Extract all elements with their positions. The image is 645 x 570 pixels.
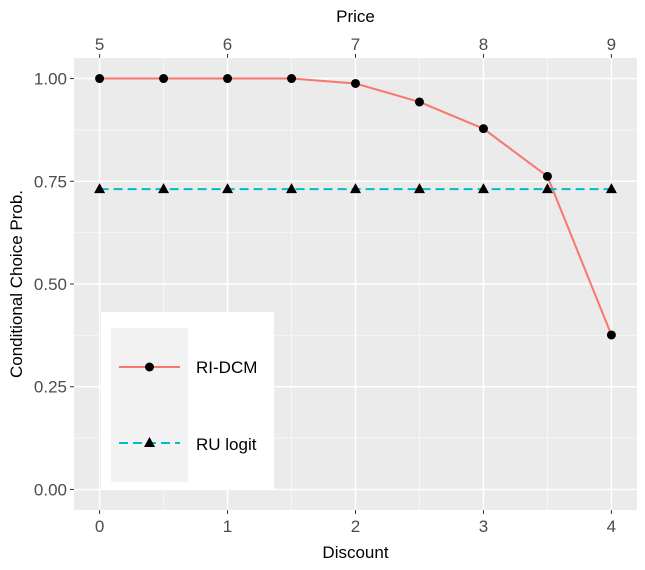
y-tick-label: 0.25 xyxy=(34,378,67,397)
series-point-0 xyxy=(159,74,169,84)
top-tick-label: 8 xyxy=(479,35,488,54)
series-point-1 xyxy=(477,183,489,194)
series-point-0 xyxy=(478,124,488,134)
x-axis-title: Discount xyxy=(322,543,388,562)
legend-marker-ru-logit xyxy=(144,437,155,447)
y-tick-label: 0.50 xyxy=(34,275,67,294)
x-tick-label: 0 xyxy=(95,517,104,536)
x-tick-label: 3 xyxy=(479,517,488,536)
y-tick-label: 0.75 xyxy=(34,172,67,191)
y-tick-label: 1.00 xyxy=(34,70,67,89)
legend-label-ri-dcm: RI-DCM xyxy=(196,358,257,377)
series-point-0 xyxy=(414,97,424,107)
series-layer xyxy=(94,74,617,340)
series-point-1 xyxy=(94,183,106,194)
top-tick-label: 9 xyxy=(607,35,616,54)
series-point-0 xyxy=(351,78,360,88)
series-point-0 xyxy=(223,74,233,84)
top-axis-title: Price xyxy=(336,7,375,26)
x-tick-label: 2 xyxy=(351,517,360,536)
series-point-0 xyxy=(606,330,616,340)
top-tick-label: 5 xyxy=(95,35,104,54)
series-point-1 xyxy=(413,183,425,194)
series-point-0 xyxy=(287,74,297,84)
series-point-1 xyxy=(541,183,553,194)
legend-marker-ri-dcm xyxy=(145,362,154,372)
x-tick-label: 4 xyxy=(607,517,616,536)
series-point-1 xyxy=(158,183,170,194)
series-point-1 xyxy=(350,183,361,194)
legend: RI-DCM RU logit xyxy=(101,312,274,490)
y-tick-label: 0.00 xyxy=(34,480,67,499)
top-tick-label: 6 xyxy=(223,35,232,54)
series-point-1 xyxy=(286,183,298,194)
series-point-1 xyxy=(605,183,617,194)
legend-label-ru-logit: RU logit xyxy=(196,435,257,454)
x-tick-label: 1 xyxy=(223,517,232,536)
y-axis-title: Conditional Choice Prob. xyxy=(7,190,26,378)
top-tick-label: 7 xyxy=(351,35,360,54)
axes-layer: 0 1 2 3 4 5 6 7 8 9 0.00 0.25 0.50 0.75 1.00 xyxy=(34,35,616,536)
series-point-0 xyxy=(95,74,105,84)
series-point-0 xyxy=(542,171,552,181)
series-point-1 xyxy=(222,183,234,194)
